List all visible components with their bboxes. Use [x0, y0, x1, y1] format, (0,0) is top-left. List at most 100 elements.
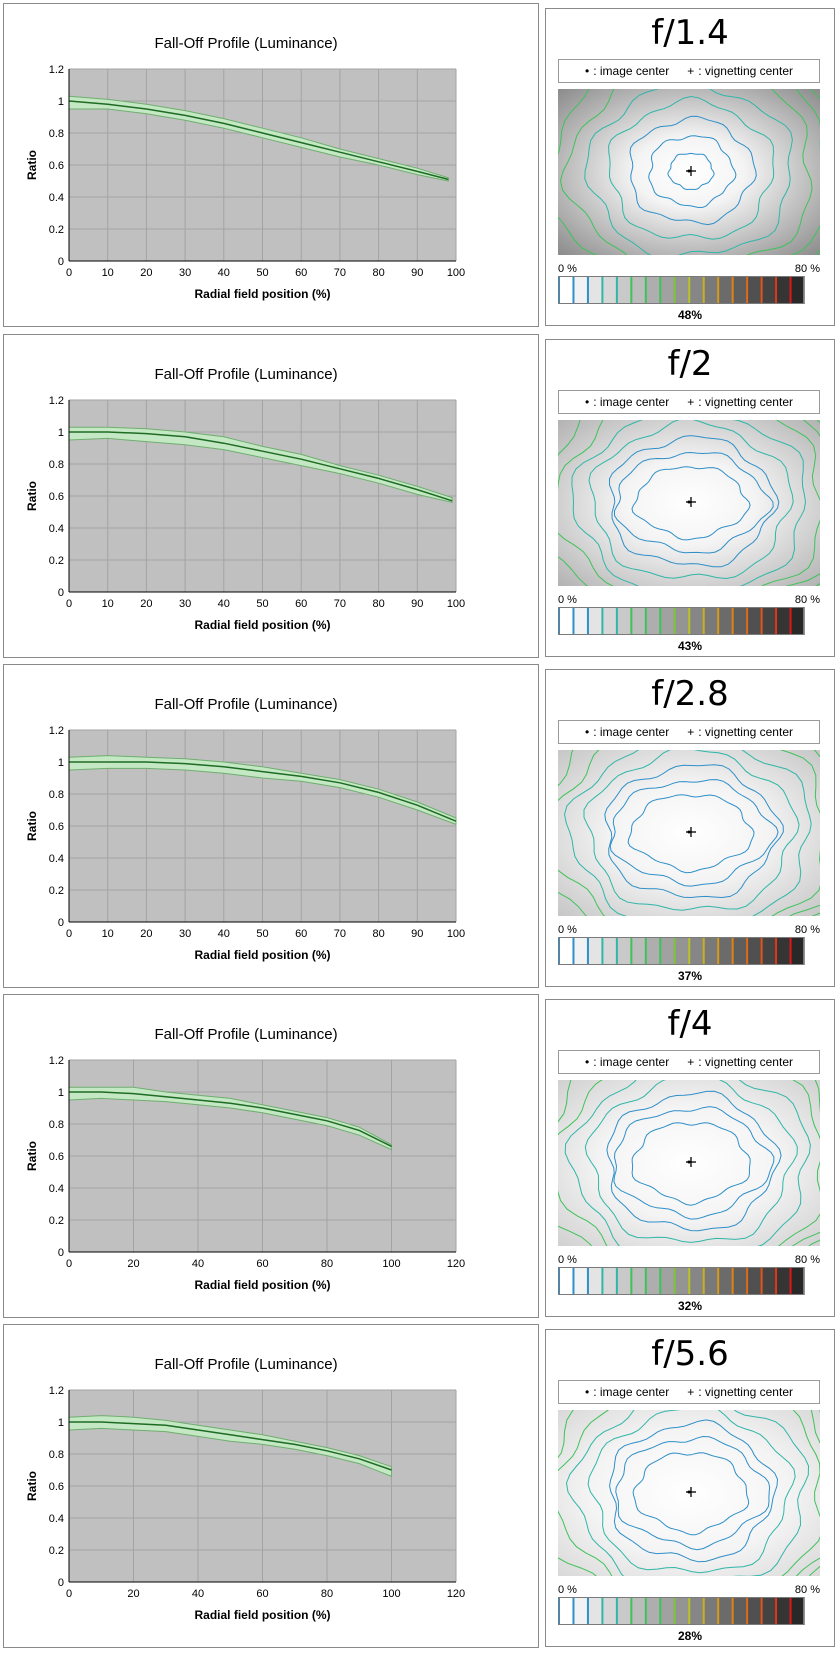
vignetting-center-label: : vignetting center	[698, 1385, 793, 1399]
contour-line	[627, 794, 755, 874]
falloff-row: Fall-Off Profile (Luminance) 0 0.2 0.4 0.6 0.…	[3, 3, 835, 327]
y-tick-label: 1.2	[49, 1055, 64, 1067]
image-center-dot-icon: •	[584, 64, 590, 78]
scale-bar-cell	[731, 1267, 747, 1295]
scale-bar-cell	[717, 607, 733, 635]
scale-bar-border	[558, 1267, 804, 1295]
scale-bar-cell	[731, 276, 747, 304]
scale-bar-cell	[731, 607, 747, 635]
scale-bar-cell	[688, 1267, 704, 1295]
scale-bar-cell	[615, 607, 631, 635]
scale-bar-cell	[558, 607, 573, 635]
scale-max-label: 80 %	[794, 924, 820, 936]
contour-line	[631, 1122, 751, 1206]
contour-line	[613, 1106, 775, 1220]
scale-bar-cell	[572, 1267, 588, 1295]
scale-bar-cell	[760, 1597, 776, 1625]
vignetting-center-label: : vignetting center	[698, 64, 793, 78]
scale-bar-cell	[731, 1597, 747, 1625]
center-legend: • : image center + : vignetting center	[558, 720, 820, 744]
scale-bar-cell	[760, 607, 776, 635]
y-tick-label: 1.2	[49, 64, 64, 76]
scale-max-label: 80 %	[794, 263, 820, 275]
falloff-series-line	[69, 1091, 392, 1148]
contour-line	[631, 466, 751, 541]
vignetting-center-cross-icon: +	[687, 725, 695, 739]
scale-bar-cell	[659, 1597, 675, 1625]
x-tick-label: 0	[66, 267, 72, 279]
y-tick-label: 0.2	[49, 555, 64, 567]
vignetting-scale-bar	[558, 937, 805, 965]
x-tick-label: 80	[372, 598, 384, 610]
scale-bar-border	[558, 1597, 804, 1625]
falloff-row: Fall-Off Profile (Luminance) 0 0.2 0.4 0.6 0.…	[3, 334, 835, 658]
scale-bar-cell	[615, 276, 631, 304]
scale-bar-cell	[659, 1267, 675, 1295]
scale-bar-cell	[746, 937, 762, 965]
scale-bar-cell	[673, 276, 689, 304]
x-tick-label: 100	[447, 928, 465, 940]
x-tick-label: 20	[140, 267, 152, 279]
y-tick-label: 0.8	[49, 128, 64, 140]
y-tick-label: 0.4	[49, 192, 64, 204]
x-tick-label: 50	[256, 598, 268, 610]
x-axis-label: Radial field position (%)	[194, 618, 330, 632]
contour-line	[608, 95, 775, 240]
image-center-dot-icon: •	[584, 1385, 590, 1399]
contour-line	[583, 750, 800, 911]
image-center-label: : image center	[593, 1055, 670, 1069]
y-tick-label: 0.2	[49, 1545, 64, 1557]
y-axis-label: Ratio	[25, 150, 39, 180]
contour-line	[588, 420, 794, 580]
falloff-chart: Fall-Off Profile (Luminance) 0 0.2 0.4 0.6 0.…	[25, 35, 465, 301]
y-tick-label: 0.8	[49, 1119, 64, 1131]
scale-bar-cell	[644, 607, 660, 635]
vignetting-panel: f/4 • : image center + : vignetting cent…	[545, 999, 835, 1317]
chart-title: Fall-Off Profile (Luminance)	[154, 366, 337, 383]
contour-line	[559, 89, 813, 255]
vignetting-contour-map	[558, 1080, 820, 1246]
vignetting-contour-map	[558, 750, 820, 916]
scale-bar-cell	[630, 276, 646, 304]
scale-bar-cell	[746, 276, 762, 304]
scale-bar-cell	[760, 937, 776, 965]
scale-bar-cell	[586, 1597, 602, 1625]
x-tick-label: 120	[447, 1258, 465, 1270]
x-tick-label: 50	[256, 928, 268, 940]
contour-line	[614, 451, 774, 554]
scale-bar-cell	[601, 607, 617, 635]
contour-line	[564, 1080, 811, 1246]
vignetting-contour-map	[558, 1410, 820, 1576]
x-tick-label: 10	[102, 267, 114, 279]
y-tick-label: 0.4	[49, 523, 64, 535]
x-tick-label: 60	[295, 267, 307, 279]
contour-line	[565, 1410, 810, 1576]
scale-bar-cell	[558, 1267, 573, 1295]
vignetting-center-label: : vignetting center	[698, 1055, 793, 1069]
scale-bar-cell	[630, 1267, 646, 1295]
y-tick-label: 0.6	[49, 160, 64, 172]
x-tick-label: 80	[321, 1258, 333, 1270]
y-axis-label: Ratio	[25, 811, 39, 841]
aperture-title: f/1.4	[651, 13, 729, 53]
vignetting-center-cross-icon: +	[687, 64, 695, 78]
contour-line	[629, 115, 757, 226]
scale-bar-cell	[688, 1597, 704, 1625]
scale-bar-cell	[702, 607, 718, 635]
x-tick-label: 0	[66, 928, 72, 940]
vignetting-center-label: : vignetting center	[698, 395, 793, 409]
scale-bar-cell	[572, 607, 588, 635]
contour-line	[609, 779, 779, 887]
scale-bar-cell	[586, 1267, 602, 1295]
contour-line	[606, 1090, 782, 1232]
vignetting-panel: f/2.8 • : image center + : vignetting ce…	[545, 669, 835, 987]
x-tick-label: 0	[66, 598, 72, 610]
chart-title: Fall-Off Profile (Luminance)	[154, 1026, 337, 1043]
x-tick-label: 70	[334, 267, 346, 279]
x-tick-label: 60	[256, 1258, 268, 1270]
scale-bar-cell	[615, 1267, 631, 1295]
scale-bar-cell	[702, 276, 718, 304]
scale-max-label: 80 %	[794, 594, 820, 606]
scale-bar-cell	[601, 937, 617, 965]
scale-bar-cell	[673, 937, 689, 965]
